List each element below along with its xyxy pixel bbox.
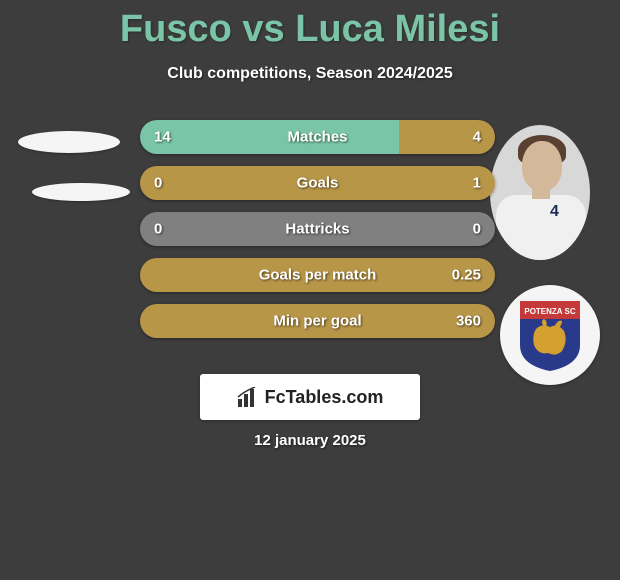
stat-label: Matches bbox=[287, 129, 347, 146]
player-left-placeholder bbox=[10, 125, 110, 225]
club-shield-icon: POTENZA SC bbox=[518, 297, 582, 373]
stat-value-right: 360 bbox=[456, 313, 481, 330]
page-title: Fusco vs Luca Milesi bbox=[0, 0, 620, 51]
stat-value-right: 0 bbox=[473, 221, 481, 238]
stat-label: Goals per match bbox=[259, 267, 377, 284]
stat-bar-left bbox=[140, 120, 399, 154]
stat-label: Hattricks bbox=[285, 221, 349, 238]
club-name-text: POTENZA SC bbox=[524, 307, 575, 316]
stat-row: Min per goal 360 bbox=[140, 304, 495, 338]
comparison-chart: Matches 14 4 Goals 0 1 Hattricks 0 0 Goals per ma… bbox=[140, 120, 495, 350]
bar-chart-icon bbox=[237, 387, 259, 407]
branding-box: FcTables.com bbox=[200, 374, 420, 420]
ellipse-icon bbox=[18, 131, 120, 153]
stat-row: Goals 0 1 bbox=[140, 166, 495, 200]
stat-value-left: 14 bbox=[154, 129, 171, 146]
stat-value-right: 1 bbox=[473, 175, 481, 192]
stat-row: Goals per match 0.25 bbox=[140, 258, 495, 292]
stat-label: Min per goal bbox=[273, 313, 361, 330]
ellipse-icon bbox=[32, 183, 130, 201]
stat-value-left: 0 bbox=[154, 175, 162, 192]
stat-value-right: 0.25 bbox=[452, 267, 481, 284]
player-right-avatar: 4 bbox=[490, 125, 590, 260]
stat-row: Hattricks 0 0 bbox=[140, 212, 495, 246]
stat-row: Matches 14 4 bbox=[140, 120, 495, 154]
stat-label: Goals bbox=[297, 175, 339, 192]
page-subtitle: Club competitions, Season 2024/2025 bbox=[0, 65, 620, 83]
branding-text: FcTables.com bbox=[265, 387, 384, 408]
avatar-head bbox=[522, 141, 562, 191]
stat-value-right: 4 bbox=[473, 129, 481, 146]
date-label: 12 january 2025 bbox=[0, 432, 620, 449]
avatar-shirt-number: 4 bbox=[550, 203, 559, 221]
stat-value-left: 0 bbox=[154, 221, 162, 238]
club-right-badge: POTENZA SC bbox=[500, 285, 600, 385]
avatar-shirt bbox=[496, 195, 586, 260]
